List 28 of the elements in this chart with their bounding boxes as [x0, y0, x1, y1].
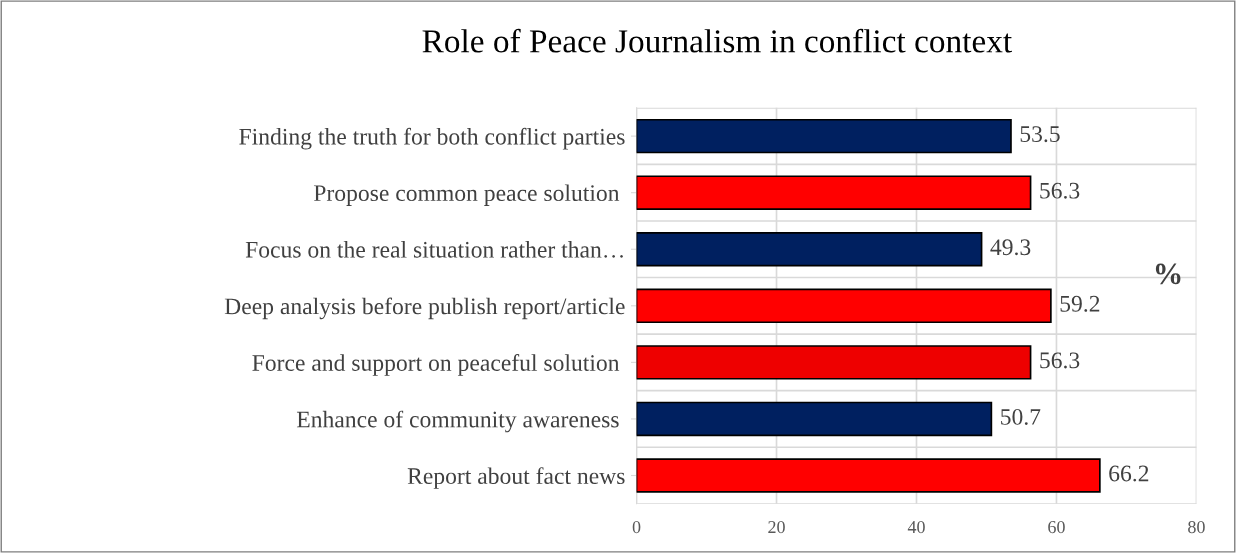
bar [636, 118, 1012, 154]
data-label: 56.3 [1040, 352, 1080, 369]
data-label: 56.3 [1040, 182, 1080, 199]
data-label: 49.3 [990, 239, 1031, 256]
bar [636, 458, 1101, 493]
y-tick-label: Finding the truth for both conflict parties [239, 127, 625, 150]
y-tick-label: Deep analysis before publish report/article [224, 297, 625, 320]
y-tick-label: Report about fact news [407, 467, 625, 489]
bar [636, 175, 1032, 210]
data-label: 53.5 [1020, 126, 1060, 143]
y-tick-label: Propose common peace solution [313, 184, 620, 206]
bar [636, 288, 1052, 324]
data-label: 66.2 [1109, 465, 1149, 482]
y-tick-label: Focus on the real situation rather than… [245, 241, 623, 258]
bar [636, 401, 993, 437]
chart-title: Role of Peace Journalism in conflict context [422, 28, 1012, 53]
annotation: % [1155, 263, 1181, 285]
x-tick-label: 0 [632, 520, 641, 534]
bar [636, 345, 1032, 380]
x-tick-label: 40 [907, 520, 925, 534]
data-label: 50.7 [1001, 408, 1041, 425]
x-tick-label: 60 [1048, 520, 1065, 534]
x-tick-label: 80 [1188, 520, 1205, 534]
data-label: 59.2 [1060, 295, 1100, 312]
x-tick-label: 20 [768, 520, 785, 534]
y-tick-label: Force and support on peaceful solution [252, 354, 620, 376]
y-tick-label: Enhance of community awareness [296, 410, 619, 433]
bar [636, 232, 983, 267]
